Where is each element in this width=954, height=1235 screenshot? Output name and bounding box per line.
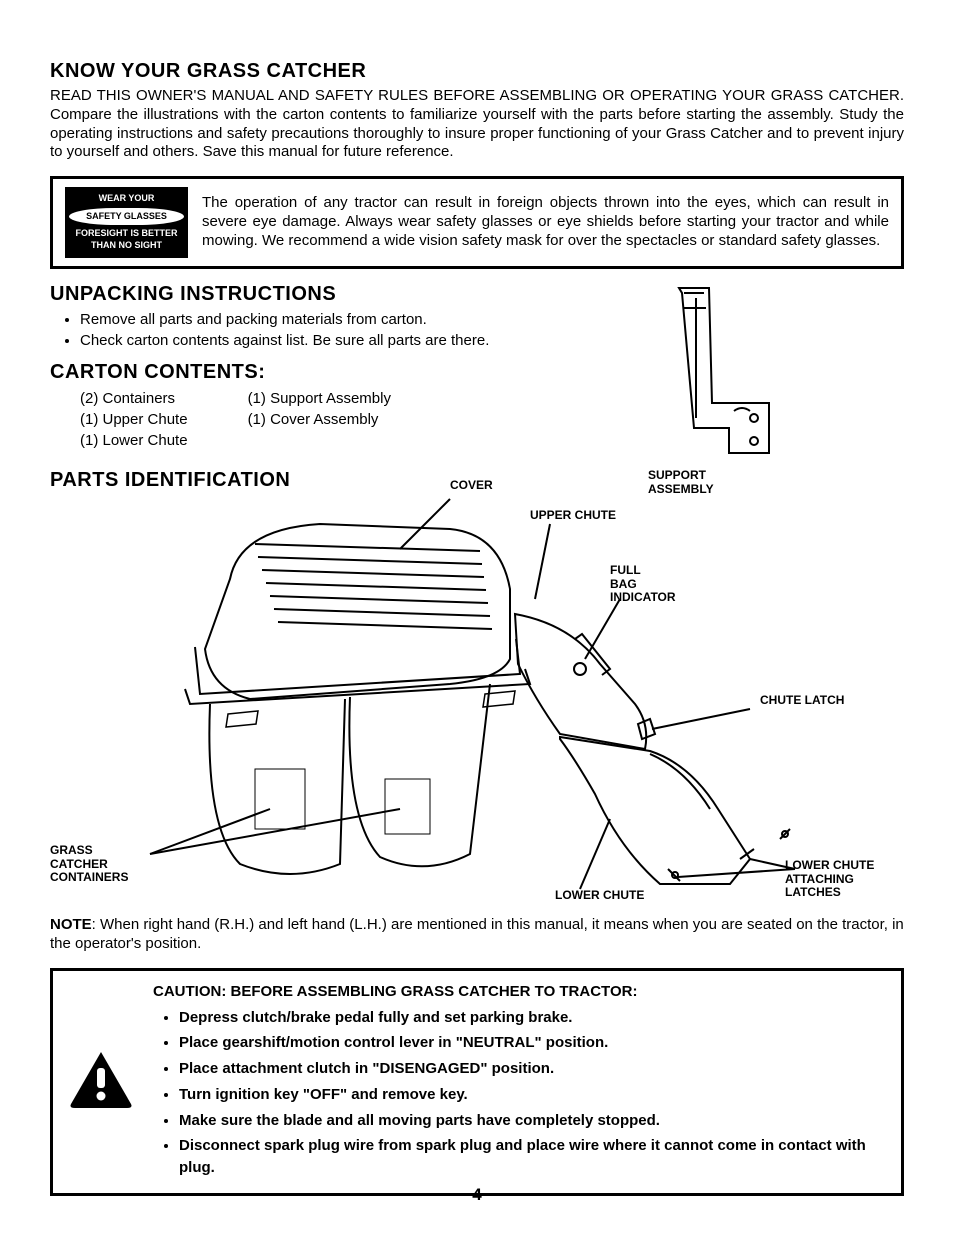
carton-item: (1) Cover Assembly	[248, 409, 391, 430]
caution-callout: CAUTION: BEFORE ASSEMBLING GRASS CATCHER…	[50, 968, 904, 1196]
list-item: Turn ignition key "OFF" and remove key.	[179, 1084, 885, 1106]
label-upper-chute: UPPER CHUTE	[530, 509, 616, 523]
caution-heading: CAUTION: BEFORE ASSEMBLING GRASS CATCHER…	[153, 981, 885, 1003]
unpacking-heading: UNPACKING INSTRUCTIONS	[50, 283, 570, 306]
label-lower-chute: LOWER CHUTE	[555, 889, 644, 903]
list-item: Place attachment clutch in "DISENGAGED" …	[179, 1058, 885, 1080]
label-cover: COVER	[450, 479, 493, 493]
carton-item: (2) Containers	[80, 388, 188, 409]
grass-catcher-drawing	[90, 489, 850, 909]
safety-text: The operation of any tractor can result …	[202, 194, 889, 250]
badge-line: FORESIGHT IS BETTER	[69, 228, 184, 240]
note-paragraph: NOTE: When right hand (R.H.) and left ha…	[50, 915, 904, 954]
parts-identification: PARTS IDENTIFICATION	[50, 469, 904, 909]
warning-triangle-icon	[69, 1050, 133, 1113]
badge-line: THAN NO SIGHT	[69, 240, 184, 252]
carton-item: (1) Upper Chute	[80, 409, 188, 430]
note-text: : When right hand (R.H.) and left hand (…	[50, 916, 904, 953]
label-full-bag: FULL BAG INDICATOR	[610, 564, 676, 605]
label-lower-latches: LOWER CHUTE ATTACHING LATCHES	[785, 859, 874, 900]
carton-item: (1) Support Assembly	[248, 388, 391, 409]
list-item: Depress clutch/brake pedal fully and set…	[179, 1007, 885, 1029]
list-item: Check carton contents against list. Be s…	[80, 331, 570, 351]
badge-glasses: SAFETY GLASSES	[69, 208, 184, 226]
carton-item: (1) Lower Chute	[80, 430, 188, 451]
manual-page: KNOW YOUR GRASS CATCHER READ THIS OWNER'…	[0, 0, 954, 1235]
page-number: 4	[0, 1185, 954, 1205]
support-assembly-drawing	[634, 283, 784, 463]
intro-paragraph: READ THIS OWNER'S MANUAL AND SAFETY RULE…	[50, 87, 904, 162]
label-support-assembly: SUPPORT ASSEMBLY	[648, 469, 714, 497]
caution-list: Depress clutch/brake pedal fully and set…	[153, 1007, 885, 1179]
unpacking-list: Remove all parts and packing materials f…	[50, 310, 570, 351]
list-item: Make sure the blade and all moving parts…	[179, 1110, 885, 1132]
label-containers: GRASS CATCHER CONTAINERS	[50, 844, 128, 885]
list-item: Disconnect spark plug wire from spark pl…	[179, 1135, 885, 1179]
carton-contents: (2) Containers (1) Upper Chute (1) Lower…	[50, 388, 570, 451]
safety-glasses-callout: WEAR YOUR SAFETY GLASSES FORESIGHT IS BE…	[50, 176, 904, 269]
know-heading: KNOW YOUR GRASS CATCHER	[50, 60, 904, 83]
safety-glasses-badge: WEAR YOUR SAFETY GLASSES FORESIGHT IS BE…	[65, 187, 188, 258]
badge-line: WEAR YOUR	[69, 193, 184, 205]
carton-heading: CARTON CONTENTS:	[50, 361, 570, 384]
note-label: NOTE	[50, 916, 92, 933]
list-item: Remove all parts and packing materials f…	[80, 310, 570, 330]
label-chute-latch: CHUTE LATCH	[760, 694, 844, 708]
list-item: Place gearshift/motion control lever in …	[179, 1032, 885, 1054]
